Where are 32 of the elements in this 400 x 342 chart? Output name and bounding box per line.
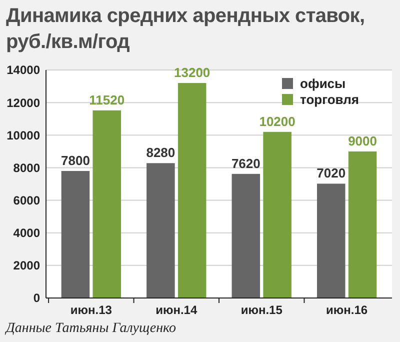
legend-label: торговля bbox=[300, 92, 359, 107]
y-tick-label: 2000 bbox=[13, 258, 40, 273]
data-label: 9000 bbox=[348, 133, 377, 148]
y-tick-label: 0 bbox=[33, 291, 40, 306]
data-label: 7020 bbox=[316, 166, 346, 181]
chart-title: Динамика средних арендных ставок, руб./кв.м/год bbox=[6, 5, 365, 53]
text: Данные Татьяны Галущенко bbox=[4, 321, 176, 336]
x-tick-label: июн.14 bbox=[156, 303, 198, 317]
data-label: 10200 bbox=[259, 114, 296, 129]
x-tick-label: июн.13 bbox=[70, 303, 112, 317]
data-label: 11520 bbox=[89, 92, 125, 108]
data-label: 8280 bbox=[146, 145, 176, 160]
data-label: 13200 bbox=[174, 65, 210, 80]
bar bbox=[348, 151, 377, 298]
y-tick-label: 8000 bbox=[13, 160, 40, 175]
bar bbox=[178, 83, 206, 298]
y-tick-label: 10000 bbox=[6, 128, 40, 142]
y-tick-label: 6000 bbox=[13, 193, 40, 208]
data-label: 7620 bbox=[231, 156, 260, 171]
bar bbox=[61, 170, 90, 298]
y-tick-label: 14000 bbox=[6, 63, 40, 78]
bar bbox=[263, 132, 292, 298]
bar bbox=[317, 184, 346, 298]
x-tick-label: июн.15 bbox=[240, 303, 283, 317]
bar bbox=[146, 163, 175, 298]
y-tick-label: 4000 bbox=[13, 226, 40, 240]
x-tick-label: июн.16 bbox=[326, 303, 368, 317]
legend-label: офисы bbox=[300, 76, 346, 91]
bar bbox=[92, 110, 121, 298]
bar bbox=[232, 174, 260, 298]
y-tick-label: 12000 bbox=[6, 96, 40, 110]
data-label: 7800 bbox=[61, 152, 90, 168]
